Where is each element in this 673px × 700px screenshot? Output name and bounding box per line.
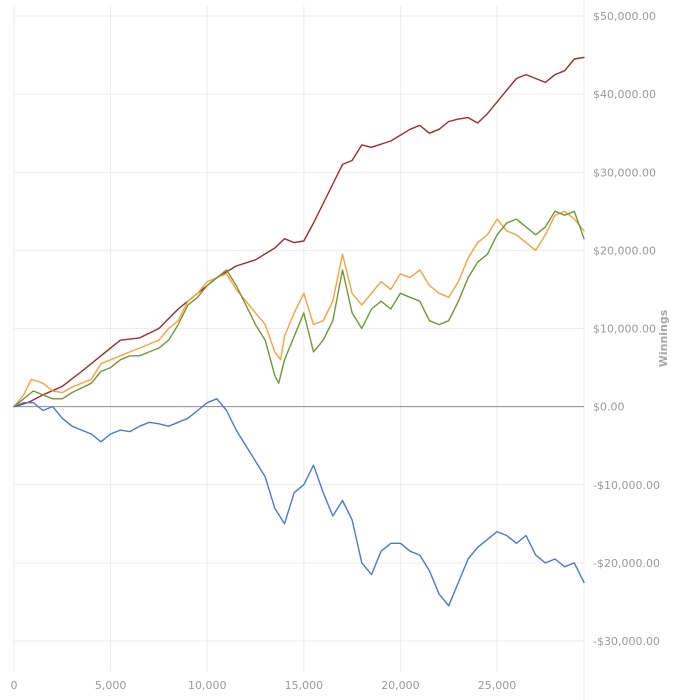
series-line-4 [13, 398, 585, 607]
y-tick-label: $30,000.00 [593, 166, 656, 179]
y-tick-label: $20,000.00 [593, 244, 656, 257]
y-axis-title: Winnings [657, 309, 670, 367]
x-tick-label: 0 [11, 679, 18, 692]
y-tick-label: $10,000.00 [593, 323, 656, 336]
series-line-3 [13, 210, 585, 408]
x-tick-label: 15,000 [285, 679, 324, 692]
y-tick-label: -$30,000.00 [593, 635, 660, 648]
series-lines [13, 56, 585, 607]
y-tick-label: -$10,000.00 [593, 479, 660, 492]
y-tick-label: -$20,000.00 [593, 557, 660, 570]
series-line-2 [13, 210, 585, 408]
x-tick-label: 10,000 [188, 679, 227, 692]
grid [13, 0, 585, 700]
y-tick-label: $40,000.00 [593, 88, 656, 101]
series-line-1 [13, 56, 585, 408]
y-tick-label: $50,000.00 [593, 10, 656, 23]
y-tick-label: $0.00 [593, 401, 625, 414]
x-tick-label: 20,000 [381, 679, 420, 692]
x-axis-ticks: 0 5,000 10,000 15,000 20,000 25,000 [11, 679, 517, 692]
y-axis-ticks: $50,000.00 $40,000.00 $30,000.00 $20,000.00… [593, 10, 660, 648]
x-tick-label: 5,000 [95, 679, 127, 692]
x-tick-label: 25,000 [478, 679, 517, 692]
